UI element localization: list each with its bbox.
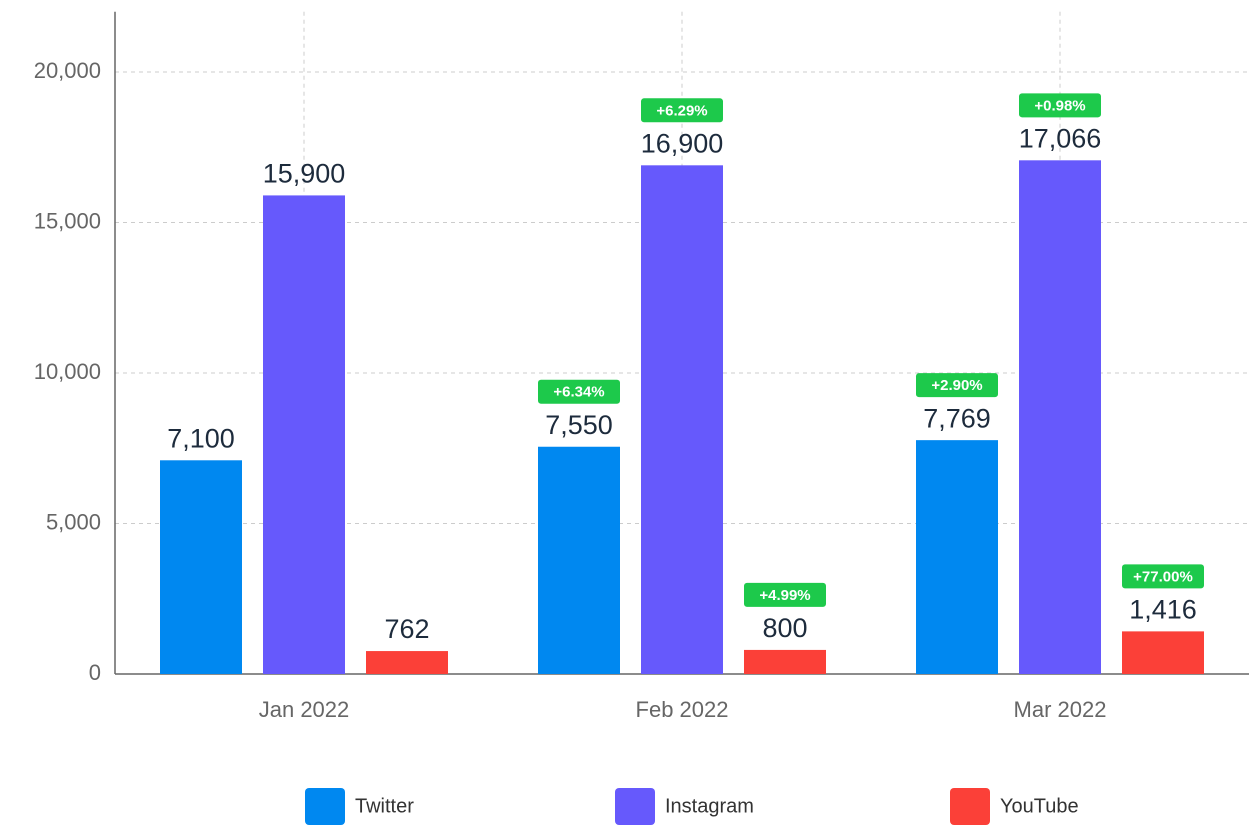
legend-swatch <box>615 788 655 825</box>
y-tick-label: 5,000 <box>46 509 101 534</box>
legend-swatch <box>950 788 990 825</box>
value-label: 762 <box>384 614 429 644</box>
change-label: +77.00% <box>1133 568 1193 585</box>
value-label: 15,900 <box>263 159 346 189</box>
change-label: +0.98% <box>1034 97 1085 114</box>
x-tick-label: Feb 2022 <box>636 697 729 722</box>
change-badge <box>744 582 826 607</box>
y-tick-label: 15,000 <box>34 208 101 233</box>
legend-label: YouTube <box>1000 795 1079 817</box>
bar <box>538 446 620 674</box>
y-tick-label: 0 <box>89 660 101 685</box>
legend-label: Twitter <box>355 795 414 817</box>
change-badge <box>1019 93 1101 118</box>
x-tick-label: Jan 2022 <box>259 697 350 722</box>
change-label: +4.99% <box>759 587 810 604</box>
legend-label: Instagram <box>665 795 754 817</box>
value-label: 7,769 <box>923 403 991 433</box>
bar <box>1122 631 1204 674</box>
y-tick-label: 10,000 <box>34 359 101 384</box>
change-label: +6.34% <box>553 384 604 401</box>
legend-swatch <box>305 788 345 825</box>
bar <box>366 651 448 674</box>
value-label: 800 <box>762 613 807 643</box>
change-label: +2.90% <box>931 377 982 394</box>
value-label: 17,066 <box>1019 123 1102 153</box>
bar <box>641 165 723 674</box>
change-badge <box>641 98 723 123</box>
value-label: 16,900 <box>641 128 724 158</box>
value-label: 1,416 <box>1129 595 1197 625</box>
bar <box>916 440 998 674</box>
bar <box>160 460 242 674</box>
value-label: 7,100 <box>167 423 235 453</box>
bar <box>744 649 826 674</box>
change-badge <box>538 379 620 404</box>
bar <box>1019 160 1101 674</box>
change-label: +6.29% <box>656 102 707 119</box>
change-badge <box>916 373 998 398</box>
bar <box>263 195 345 674</box>
change-badge <box>1122 564 1204 589</box>
y-tick-label: 20,000 <box>34 58 101 83</box>
x-tick-label: Mar 2022 <box>1014 697 1107 722</box>
value-label: 7,550 <box>545 410 613 440</box>
